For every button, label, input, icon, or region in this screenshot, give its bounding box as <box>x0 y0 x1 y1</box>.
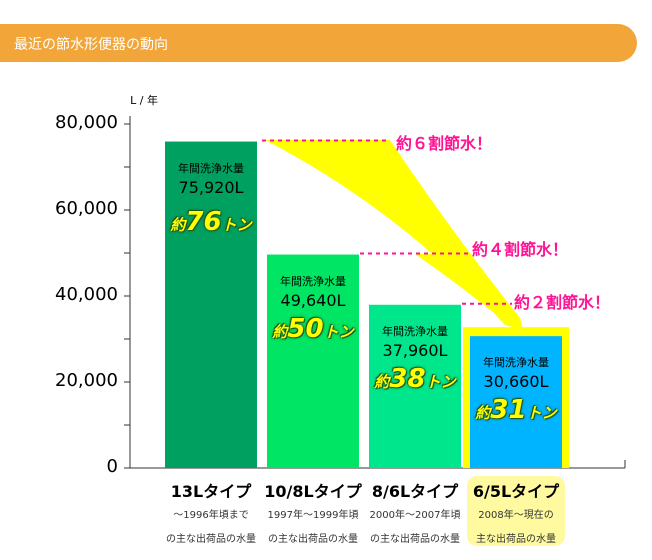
bar-title: 年間洗浄水量 <box>483 356 549 370</box>
bar-label: 年間洗浄水量 49,640L 約50トン <box>267 273 359 344</box>
highlight-label-bg <box>467 476 565 546</box>
category-name: 8/6Lタイプ <box>371 482 459 501</box>
bar-1 <box>165 141 257 468</box>
bar-2 <box>267 254 359 468</box>
y-tick-label: 80,000 <box>55 112 118 133</box>
category-label: 6/5Lタイプ 2008年～現在の 主な出荷品の水量 <box>464 478 568 550</box>
savings-annotation: 約６割節水！ <box>396 134 493 153</box>
category-description: ～1996年頃まで <box>173 510 249 521</box>
y-tick-label: 20,000 <box>55 370 118 391</box>
category-description: の主な出荷品の水量 <box>268 534 358 545</box>
category-description: 1997年～1999年頃 <box>267 510 359 521</box>
category-label: 13Lタイプ ～1996年頃まで の主な出荷品の水量 <box>159 478 263 550</box>
category-description: 2000年～2007年頃 <box>369 510 461 521</box>
savings-annotation: 約２割節水！ <box>514 293 611 312</box>
header-bar: 最近の節水形便器の動向 <box>0 24 637 62</box>
category-name: 6/5Lタイプ <box>472 482 560 501</box>
savings-annotation: 約４割節水！ <box>472 240 569 259</box>
arrow-medium <box>415 254 520 322</box>
bar-4 <box>470 336 562 468</box>
bar-value-label: 49,640L <box>280 290 346 310</box>
y-tick-label: 0 <box>106 456 118 477</box>
bar-value-label: 75,920L <box>178 177 244 197</box>
unit-label: L / 年 <box>130 94 158 107</box>
y-tick-label: 40,000 <box>55 284 118 305</box>
bar-label: 年間洗浄水量 37,960L 約38トン <box>369 323 461 394</box>
category-label: 8/6Lタイプ 2000年～2007年頃 の主な出荷品の水量 <box>363 478 467 550</box>
bar-value-label: 37,960L <box>382 340 448 360</box>
category-description: の主な出荷品の水量 <box>166 534 256 545</box>
bar-label: 年間洗浄水量 75,920L 約76トン <box>165 160 257 237</box>
ton-label: 約76トン <box>170 206 252 237</box>
bar-value-label: 30,660L <box>483 372 549 392</box>
bar-title: 年間洗浄水量 <box>178 161 244 175</box>
bar-title: 年間洗浄水量 <box>382 324 448 338</box>
category-description: 2008年～現在の <box>478 510 554 521</box>
category-label: 10/8Lタイプ 1997年～1999年頃 の主な出荷品の水量 <box>261 478 365 550</box>
header-title: 最近の節水形便器の動向 <box>14 37 168 53</box>
ton-label: 約38トン <box>374 363 456 394</box>
category-description: 主な出荷品の水量 <box>476 534 556 545</box>
bar-3 <box>369 304 461 468</box>
ton-label: 約31トン <box>475 395 557 426</box>
ton-label: 約50トン <box>272 313 354 344</box>
category-name: 10/8Lタイプ <box>264 482 362 501</box>
category-description: の主な出荷品の水量 <box>370 534 460 545</box>
category-name: 13Lタイプ <box>170 482 252 501</box>
y-tick-label: 60,000 <box>55 198 118 219</box>
bar-label: 年間洗浄水量 30,660L 約31トン <box>470 354 562 425</box>
bar-title: 年間洗浄水量 <box>280 274 346 288</box>
